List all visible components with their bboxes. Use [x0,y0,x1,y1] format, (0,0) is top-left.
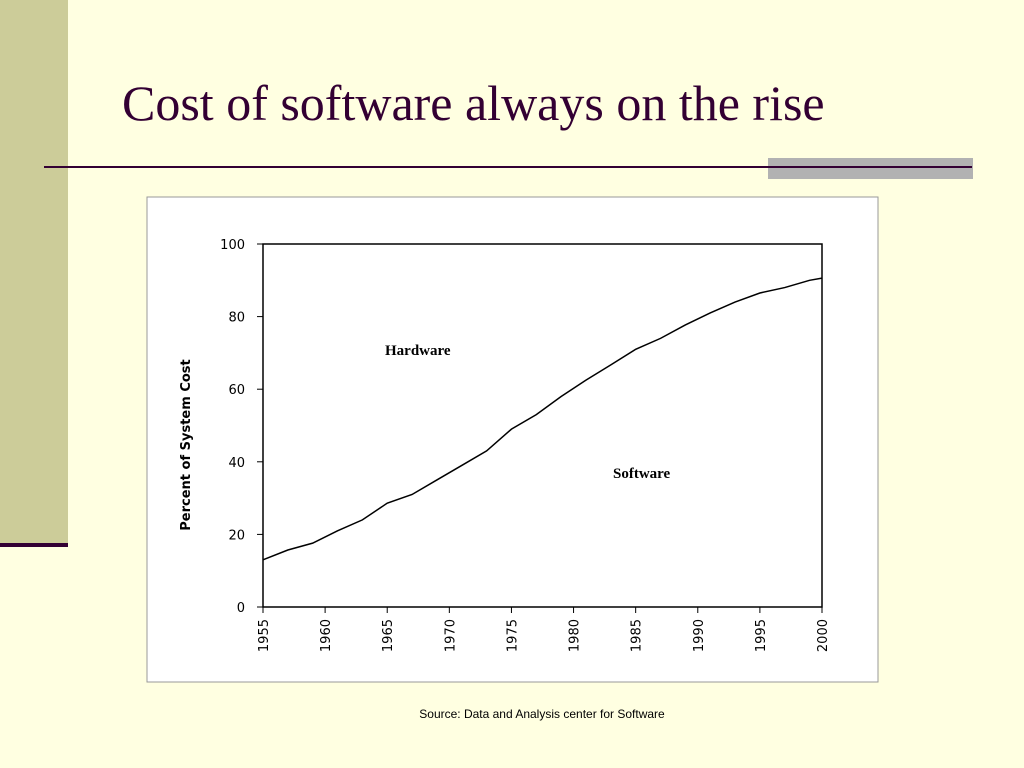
x-tick-label: 1980 [568,619,583,652]
y-tick-label: 100 [220,238,245,253]
x-tick-label: 2000 [816,619,831,652]
side-band [0,0,68,545]
y-tick-label: 80 [228,311,245,326]
chart-panel [146,196,879,683]
y-tick-label: 20 [228,528,245,543]
x-tick-label: 1970 [443,619,458,652]
annotation: Software [613,466,671,482]
x-tick-label: 1975 [505,619,520,652]
y-tick-label: 0 [237,601,245,616]
x-tick-label: 1990 [692,619,707,652]
x-tick-label: 1965 [381,619,396,652]
source-note: Source: Data and Analysis center for Sof… [419,707,665,721]
line-series [262,277,823,561]
side-rule [0,543,68,547]
slide-title: Cost of software always on the rise [122,75,825,131]
x-tick-label: 1995 [754,619,769,652]
x-tick-label: 1985 [630,619,645,652]
y-tick-label: 60 [228,383,245,398]
x-tick-label: 1955 [257,619,272,652]
annotation: Hardware [385,343,451,359]
title-bar [768,158,973,179]
x-tick-label: 1960 [319,619,334,652]
y-tick-label: 40 [228,456,245,471]
y-axis-label: Percent of System Cost [179,359,194,531]
plot-frame [262,243,823,608]
